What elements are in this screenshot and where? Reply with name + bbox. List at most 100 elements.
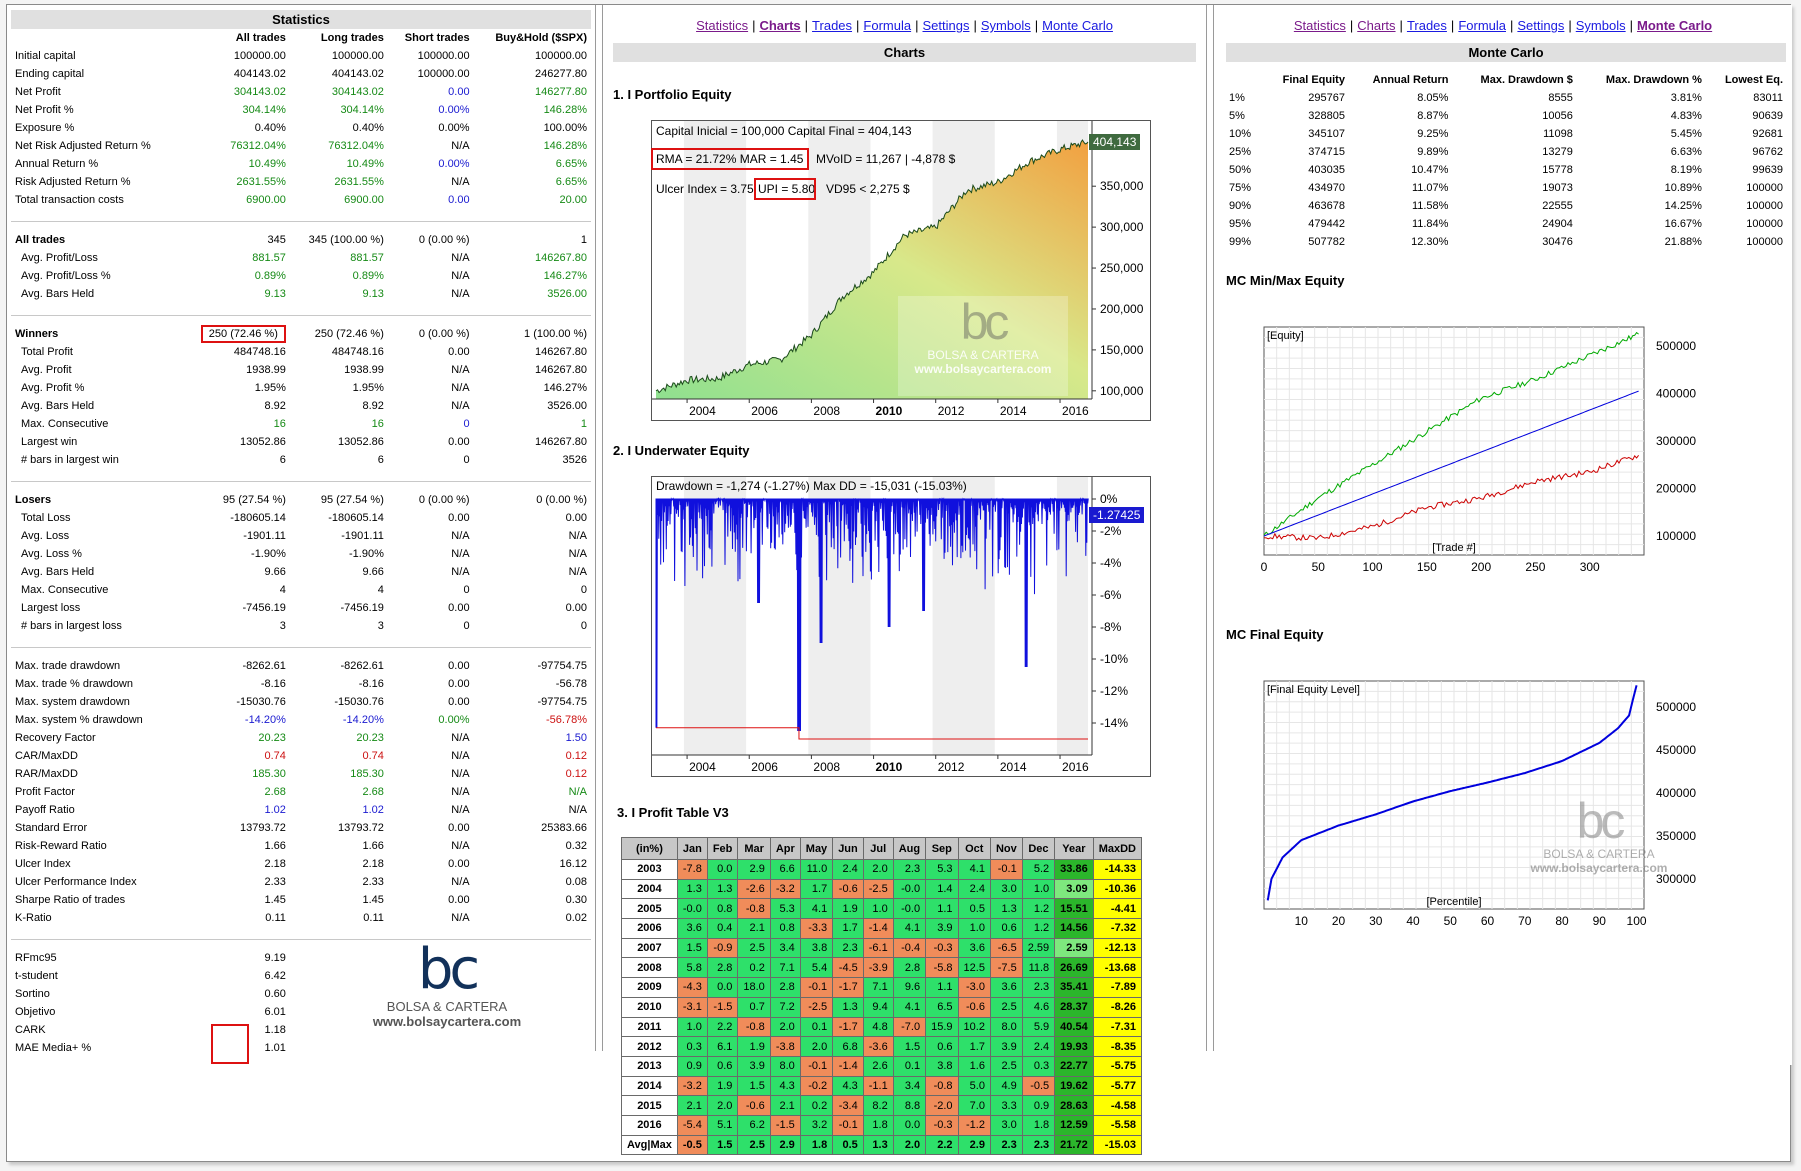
profit-cell: 4.1 bbox=[892, 918, 927, 939]
profit-cell: 11.8 bbox=[1021, 957, 1056, 979]
stat-value: 6900.00 bbox=[246, 194, 286, 206]
stat-row: Max. system % drawdown -14.20% -14.20% 0.00… bbox=[11, 711, 591, 729]
stat-value: 1.18 bbox=[264, 1024, 286, 1036]
nav-link-symbols[interactable]: Symbols bbox=[980, 18, 1031, 33]
stat-value: 0.00 bbox=[448, 602, 470, 614]
stat-value: 1.02 bbox=[362, 804, 384, 816]
profit-cell: 1.6 bbox=[957, 1055, 991, 1077]
stat-label: Risk Adjusted Return % bbox=[15, 176, 131, 188]
profit-cell: -5.58 bbox=[1092, 1114, 1142, 1136]
nav-link-monte-carlo[interactable]: Monte Carlo bbox=[1042, 18, 1113, 33]
profit-year: 2007 bbox=[621, 937, 678, 959]
profit-cell: 0.5 bbox=[832, 1134, 864, 1156]
stat-label: Losers bbox=[15, 494, 52, 506]
profit-cell: -3.2 bbox=[676, 1075, 708, 1097]
profit-cell: -1.7 bbox=[832, 977, 864, 998]
stat-label: Annual Return % bbox=[15, 158, 99, 170]
stat-row: Avg. Bars Held 8.92 8.92 N/A 3526.00 bbox=[11, 397, 591, 415]
profit-cell: 2.0 bbox=[862, 859, 894, 880]
nav-separator: | bbox=[1349, 18, 1354, 33]
y-tick-label: -14% bbox=[1100, 716, 1128, 730]
nav-link-symbols[interactable]: Symbols bbox=[1575, 18, 1626, 33]
logo-name: BOLSA & CARTERA bbox=[386, 999, 508, 1014]
stat-label: Largest win bbox=[21, 436, 78, 448]
mc-cell: 30476 bbox=[1542, 236, 1573, 248]
profit-cell: -3.8 bbox=[769, 1036, 801, 1057]
stat-value: 2.33 bbox=[264, 876, 286, 888]
stat-value: 0.11 bbox=[363, 912, 384, 924]
stat-value: 0.02 bbox=[565, 912, 587, 924]
stat-value: 1.95% bbox=[352, 382, 384, 394]
mc-cell: 99% bbox=[1229, 236, 1252, 248]
nav-link-charts[interactable]: Charts bbox=[1357, 18, 1396, 33]
stat-value: 0.00 bbox=[448, 512, 470, 524]
profit-cell: 3.9 bbox=[737, 1055, 771, 1077]
profit-year: 2003 bbox=[621, 859, 678, 880]
nav-link-settings[interactable]: Settings bbox=[1517, 18, 1565, 33]
nav-link-statistics[interactable]: Statistics bbox=[1293, 18, 1346, 33]
profit-cell: -1.7 bbox=[832, 1016, 864, 1038]
profit-header-cell: Year bbox=[1054, 837, 1094, 860]
stat-value: 146.27% bbox=[543, 270, 587, 282]
stat-value: 100000.00 bbox=[331, 50, 384, 62]
profit-cell: 1.9 bbox=[737, 1036, 771, 1057]
spacer-cell bbox=[11, 481, 591, 491]
nav-link-monte-carlo[interactable]: Monte Carlo bbox=[1637, 18, 1713, 33]
nav-link-trades[interactable]: Trades bbox=[1406, 18, 1447, 33]
stat-label: Avg. Loss bbox=[21, 530, 70, 542]
nav-link-formula[interactable]: Formula bbox=[863, 18, 912, 33]
logo-url: www.bolsaycartera.com bbox=[372, 1014, 522, 1029]
profit-cell: 7.1 bbox=[862, 977, 894, 998]
stat-value: 3 bbox=[279, 620, 286, 632]
profit-cell: 2.1 bbox=[737, 918, 771, 939]
mc-row: 50% 403035 10.47% 15778 8.19% 99639 bbox=[1226, 161, 1786, 179]
section-mc-minmax: MC Min/Max Equity bbox=[1226, 273, 1345, 288]
nav-link-trades[interactable]: Trades bbox=[812, 18, 853, 33]
stat-value: 2.33 bbox=[362, 876, 384, 888]
profit-cell: 2.0 bbox=[892, 1134, 927, 1156]
nav-link-formula[interactable]: Formula bbox=[1458, 18, 1506, 33]
profit-cell: 1.3 bbox=[832, 996, 864, 1018]
nav-link-statistics[interactable]: Statistics bbox=[696, 18, 749, 33]
stat-value: N/A bbox=[451, 288, 470, 300]
profit-cell: -5.77 bbox=[1092, 1075, 1142, 1097]
stat-value: 3526.00 bbox=[547, 288, 587, 300]
stat-value: -56.78 bbox=[555, 678, 587, 690]
y-tick-label: -10% bbox=[1100, 652, 1128, 666]
section-mc-final: MC Final Equity bbox=[1226, 627, 1324, 642]
profit-cell: 2.0 bbox=[769, 1016, 801, 1038]
nav-link-charts[interactable]: Charts bbox=[759, 18, 801, 33]
profit-cell: 7.0 bbox=[957, 1095, 991, 1116]
y-tick-label: 400000 bbox=[1656, 387, 1696, 401]
underwater-equity-chart[interactable]: 0% -2% -4% -6% -8% -10% -12% -14% 2004 2006 2008 20… bbox=[651, 476, 1151, 777]
profit-cell: -1.4 bbox=[832, 1055, 864, 1077]
charts-header: Charts bbox=[613, 43, 1196, 62]
profit-year: 2011 bbox=[621, 1016, 678, 1038]
mc-cell: 11.84% bbox=[1411, 218, 1449, 230]
y-tick-label: -4% bbox=[1100, 556, 1122, 570]
y-tick-label: 350000 bbox=[1656, 829, 1696, 843]
x-tick-label: 80 bbox=[1555, 914, 1569, 928]
stat-value: 0 (0.00 %) bbox=[418, 234, 470, 246]
x-tick-label: 2008 bbox=[813, 760, 840, 774]
mc-minmax-chart[interactable]: 100000 200000 300000 400000 500000 0 50 100 150 2… bbox=[1254, 305, 1784, 615]
nav-separator: | bbox=[1568, 18, 1572, 33]
mc-final-equity-chart[interactable]: 300000 350000 400000 450000 500000 10 20 30 40 50… bbox=[1254, 659, 1784, 969]
portfolio-equity-chart[interactable]: 100,000 150,000 200,000 250,000 300,000 350,0… bbox=[651, 120, 1151, 421]
series-line bbox=[1263, 390, 1639, 537]
monte-carlo-panel: Statistics | Charts | Trades | Formula | Setting… bbox=[1214, 5, 1792, 1065]
stat-row: RFmc95 9.19 bbox=[11, 949, 591, 967]
stat-empty bbox=[474, 1039, 591, 1057]
mc-cell: 10056 bbox=[1542, 110, 1573, 122]
stat-value: 0 (0.00 %) bbox=[418, 328, 470, 340]
profit-cell: -2.5 bbox=[862, 878, 894, 900]
profit-year: 2005 bbox=[621, 898, 678, 920]
nav-link-settings[interactable]: Settings bbox=[922, 18, 970, 33]
stat-value: 16.12 bbox=[559, 858, 587, 870]
x-tick-label: 90 bbox=[1593, 914, 1607, 928]
stat-row: Max. trade drawdown -8262.61 -8262.61 0.00 -… bbox=[11, 657, 591, 675]
x-tick-label: 200 bbox=[1471, 560, 1491, 574]
profit-cell: 3.8 bbox=[799, 937, 834, 959]
stat-row: Net Profit 304143.02 304143.02 0.00 146277.8… bbox=[11, 83, 591, 101]
profit-cell: -0.1 bbox=[799, 1055, 834, 1077]
